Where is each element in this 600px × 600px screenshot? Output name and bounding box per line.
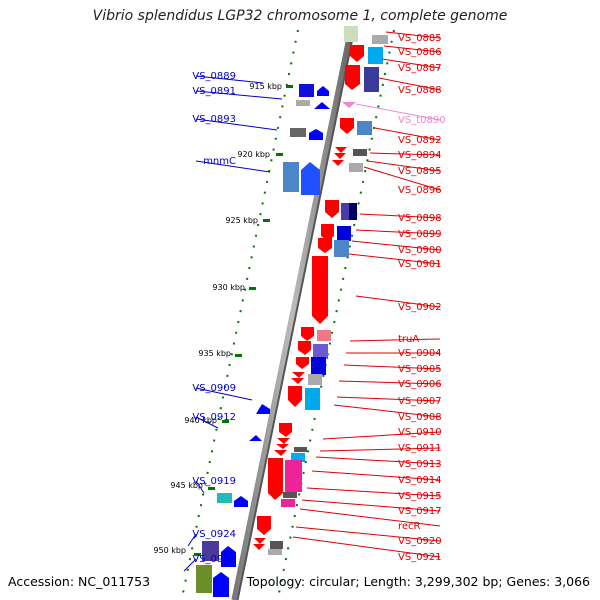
gene-label-vs_0894: VS_0894 [398, 150, 442, 161]
kbp-label: 920 kbp [237, 150, 270, 159]
reverse-genes [253, 35, 388, 555]
label-leader-line [319, 447, 441, 452]
gene-label-vs_0921: VS_0921 [398, 552, 442, 563]
label-leader-line [385, 31, 441, 39]
label-leader-line [183, 558, 197, 572]
gene-label-vs_0924: VS_0924 [192, 529, 236, 540]
label-leader-line [381, 58, 441, 69]
gene-label-vs_0915: VS_0915 [398, 491, 442, 502]
label-leader-line [295, 526, 441, 542]
gene-label-vs_0904: VS_0904 [398, 348, 442, 359]
label-leader-line [363, 166, 441, 191]
kbp-label: 950 kbp [153, 546, 186, 555]
kbp-label: 930 kbp [212, 283, 245, 292]
gene-block [344, 26, 358, 42]
label-leader-line [359, 213, 441, 219]
gene-label-vs_t0890: VS_t0890 [398, 115, 446, 126]
label-leader-line [378, 77, 441, 91]
gene-label-vs_0902: VS_0902 [398, 302, 442, 313]
gene-label-vs_0905: VS_0905 [398, 364, 442, 375]
label-leader-line [333, 404, 441, 418]
gene-label-vs_0893: VS_0893 [192, 114, 236, 125]
label-leader-line [187, 533, 197, 547]
label-leader-line [348, 253, 441, 265]
map-title: Vibrio splendidus LGP32 chromosome 1, co… [92, 8, 508, 24]
label-leader-line [355, 103, 441, 121]
gene-label-vs_0908: VS_0908 [398, 412, 442, 423]
label-leader-line [306, 487, 441, 497]
forward-genes [196, 84, 330, 597]
gene-label-vs_0906: VS_0906 [398, 379, 442, 390]
label-leader-line [369, 152, 441, 156]
gene-label-vs_0887: VS_0887 [398, 63, 442, 74]
gene-label-vs_0885: VS_0885 [398, 33, 442, 44]
genome-stats-text: Topology: circular; Length: 3,299,302 bp… [246, 574, 590, 589]
accession-text: Accession: NC_011753 [8, 574, 151, 589]
gene-label-mnmc: mnmC [203, 156, 236, 167]
label-leader-line [366, 160, 441, 172]
gene-label-vs_0896: VS_0896 [398, 185, 442, 196]
gene-label-vs_0891: VS_0891 [192, 86, 236, 97]
label-leader-line [355, 229, 441, 235]
gene-label-vs_0912: VS_0912 [192, 412, 236, 423]
label-leader-line [311, 470, 441, 481]
kbp-ticks [194, 85, 293, 556]
label-leader-line [195, 480, 205, 494]
gene-label-vs_0914: VS_0914 [398, 475, 442, 486]
gene-label-trua: truA [398, 334, 419, 345]
label-leader-line [322, 431, 441, 440]
label-leader-line [351, 240, 441, 251]
gene-label-vs_0911: VS_0911 [398, 443, 442, 454]
gene-label-vs_0899: VS_0899 [398, 229, 442, 240]
gene-label-recr: recR [398, 521, 421, 532]
chromosome-axis [231, 27, 354, 600]
label-leader-line [338, 380, 441, 385]
gene-label-vs_0913: VS_0913 [398, 459, 442, 470]
gene-label-vs_0889: VS_0889 [192, 71, 236, 82]
label-leader-line [299, 508, 441, 527]
gene-label-vs_0909: VS_0909 [192, 383, 236, 394]
label-leader-line [343, 364, 441, 370]
label-leader-line [355, 295, 441, 308]
gene-label-vs_0900: VS_0900 [398, 245, 442, 256]
gene-label-vs_0910: VS_0910 [398, 427, 442, 438]
kbp-label: 935 kbp [198, 349, 231, 358]
gene-label-vs_0888: VS_0888 [398, 85, 442, 96]
gene-label-vs_0925: VS_0925 [192, 554, 236, 565]
right-labels: VS_0885 VS_0886 VS_0887 VS_0888 VS_t0890 VS_0… [292, 31, 446, 563]
label-leader-line [195, 160, 271, 173]
gene-label-vs_0886: VS_0886 [398, 47, 442, 58]
gene-label-vs_0895: VS_0895 [398, 166, 442, 177]
label-leader-line [349, 338, 441, 342]
gene-label-vs_0907: VS_0907 [398, 396, 442, 407]
label-leader-line [195, 416, 219, 429]
left-labels: VS_0889 VS_0891 VS_0893 mnmC VS_0909 VS_0912 V… [183, 71, 283, 572]
kbp-label: 915 kbp [249, 82, 282, 91]
label-leader-line [336, 396, 441, 402]
label-leader-line [383, 45, 441, 53]
gene-label-vs_0917: VS_0917 [398, 506, 442, 517]
kbp-label: 945 kbp [170, 481, 203, 490]
label-leader-line [315, 456, 441, 465]
gene-label-vs_0920: VS_0920 [398, 536, 442, 547]
label-leader-line [195, 75, 264, 84]
label-leader-line [195, 387, 253, 401]
gene-label-vs_0919: VS_0919 [192, 476, 236, 487]
gene-label-vs_0901: VS_0901 [398, 259, 442, 270]
label-leader-line [374, 127, 441, 141]
label-leader-line [301, 499, 441, 512]
kbp-label: 940 kbp [184, 416, 217, 425]
gene-label-vs_0892: VS_0892 [398, 135, 442, 146]
label-leader-line [195, 118, 278, 131]
kbp-label: 925 kbp [225, 216, 258, 225]
gene-label-vs_0898: VS_0898 [398, 213, 442, 224]
label-leader-line [195, 90, 283, 100]
label-leader-line [292, 536, 441, 558]
